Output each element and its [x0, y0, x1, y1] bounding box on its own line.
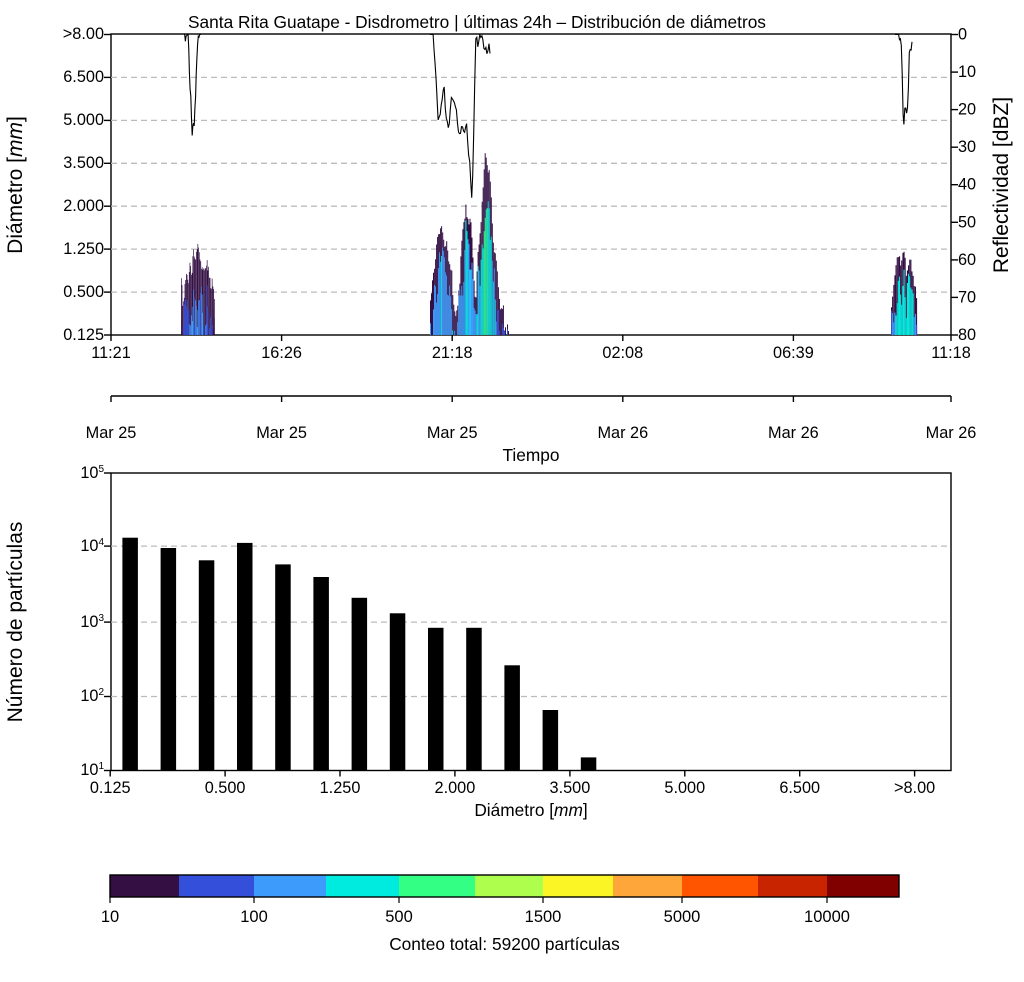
- svg-text:10000: 10000: [804, 908, 850, 926]
- svg-text:02:08: 02:08: [602, 344, 643, 362]
- svg-text:10: 10: [958, 63, 976, 81]
- svg-text:Mar 25: Mar 25: [427, 424, 478, 442]
- svg-text:21:18: 21:18: [432, 344, 473, 362]
- svg-text:6.500: 6.500: [779, 779, 820, 797]
- svg-text:2.000: 2.000: [435, 779, 476, 797]
- svg-text:Mar 25: Mar 25: [256, 424, 307, 442]
- svg-text:60: 60: [958, 251, 976, 269]
- svg-text:0.500: 0.500: [205, 779, 246, 797]
- svg-text:>8.00: >8.00: [894, 779, 935, 797]
- svg-text:06:39: 06:39: [773, 344, 814, 362]
- svg-text:5000: 5000: [664, 908, 701, 926]
- svg-text:Conteo total: 59200 partículas: Conteo total: 59200 partículas: [389, 934, 620, 954]
- svg-text:30: 30: [958, 138, 976, 156]
- svg-text:Número de partículas: Número de partículas: [4, 522, 27, 723]
- svg-text:Diámetro [mm]: Diámetro [mm]: [474, 800, 587, 820]
- svg-text:Diámetro [mm]: Diámetro [mm]: [4, 116, 27, 254]
- svg-text:11:18: 11:18: [931, 344, 971, 362]
- svg-text:Mar 25: Mar 25: [86, 424, 137, 442]
- svg-text:0.500: 0.500: [63, 283, 104, 301]
- svg-text:2.000: 2.000: [63, 197, 104, 215]
- svg-text:70: 70: [958, 288, 976, 306]
- svg-text:0.125: 0.125: [63, 326, 104, 344]
- svg-text:40: 40: [958, 176, 976, 194]
- svg-text:5.000: 5.000: [63, 111, 104, 129]
- svg-text:5.000: 5.000: [664, 779, 705, 797]
- svg-text:6.500: 6.500: [63, 68, 104, 86]
- svg-text:500: 500: [385, 908, 413, 926]
- svg-text:100: 100: [240, 908, 268, 926]
- svg-text:80: 80: [958, 326, 976, 344]
- svg-text:1500: 1500: [525, 908, 562, 926]
- svg-text:1.250: 1.250: [320, 779, 361, 797]
- svg-text:3.500: 3.500: [550, 779, 591, 797]
- svg-text:Mar 26: Mar 26: [926, 424, 977, 442]
- svg-text:16:26: 16:26: [261, 344, 302, 362]
- svg-text:1.250: 1.250: [63, 240, 104, 258]
- svg-text:Mar 26: Mar 26: [768, 424, 819, 442]
- svg-text:10: 10: [101, 908, 119, 926]
- svg-text:0: 0: [958, 26, 967, 44]
- svg-text:Mar 26: Mar 26: [597, 424, 648, 442]
- svg-text:>8.00: >8.00: [63, 25, 104, 43]
- svg-text:50: 50: [958, 213, 976, 231]
- svg-text:3.500: 3.500: [63, 154, 104, 172]
- svg-text:11:21: 11:21: [91, 344, 131, 362]
- svg-text:Tiempo: Tiempo: [503, 445, 560, 465]
- svg-text:Santa Rita Guatape - Disdromet: Santa Rita Guatape - Disdrometro | últim…: [188, 12, 766, 32]
- svg-text:20: 20: [958, 101, 976, 119]
- svg-text:Reflectividad [dBZ]: Reflectividad [dBZ]: [990, 97, 1013, 273]
- svg-text:0.125: 0.125: [90, 779, 131, 797]
